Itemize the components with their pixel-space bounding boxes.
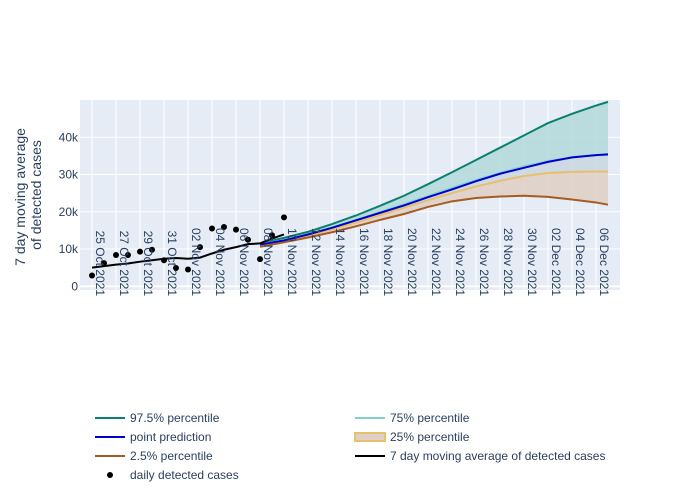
- x-tick-label: 18 Nov 2021: [381, 228, 395, 296]
- legend-label: 25% percentile: [390, 430, 470, 444]
- x-tick-label: 31 Oct 2021: [165, 231, 179, 297]
- legend-label: 7 day moving average of detected cases: [390, 449, 605, 463]
- x-tick-label: 10 Nov 2021: [285, 228, 299, 296]
- daily-point: [269, 232, 275, 239]
- y-axis-title-line-2: of detected cases: [28, 140, 44, 250]
- x-tick-label: 02 Nov 2021: [189, 228, 203, 296]
- daily-point: [233, 226, 239, 233]
- x-tick-label: 27 Oct 2021: [117, 231, 131, 297]
- y-tick-labels: 0 10k 20k 30k 40k: [59, 130, 79, 293]
- daily-point: [221, 224, 227, 231]
- x-tick-label: 12 Nov 2021: [309, 228, 323, 296]
- daily-point: [149, 246, 155, 253]
- x-tick-label: 20 Nov 2021: [405, 228, 419, 296]
- series-line-p025: [259, 194, 609, 248]
- daily-point: [173, 265, 179, 272]
- daily-points: [89, 214, 287, 279]
- legend: 97.5% percentile 75% percentile point pred…: [95, 411, 605, 482]
- x-tick-label: 04 Dec 2021: [573, 228, 587, 296]
- x-tick-label: 28 Nov 2021: [501, 228, 515, 296]
- series-line-ma7: [91, 233, 285, 269]
- x-tick-label: 30 Nov 2021: [525, 228, 539, 296]
- y-tick-label: 40k: [59, 130, 79, 144]
- y-axis-title-line-1: 7 day moving average: [12, 128, 28, 266]
- daily-point: [257, 256, 263, 263]
- daily-point: [113, 251, 119, 258]
- daily-point: [281, 214, 287, 221]
- x-tick-label: 24 Nov 2021: [453, 228, 467, 296]
- y-tick-label: 0: [71, 279, 78, 293]
- legend-label: point prediction: [130, 430, 211, 444]
- x-tick-label: 08 Nov 2021: [261, 228, 275, 296]
- daily-point: [185, 266, 191, 273]
- daily-point: [137, 248, 143, 255]
- x-tick-label: 25 Oct 2021: [93, 231, 107, 297]
- legend-label: 2.5% percentile: [130, 449, 213, 463]
- legend-label: daily detected cases: [130, 468, 239, 482]
- x-tick-label: 22 Nov 2021: [429, 228, 443, 296]
- series-line-median: [259, 153, 609, 246]
- legend-label: 97.5% percentile: [130, 411, 220, 425]
- x-tick-label: 29 Oct 2021: [141, 231, 155, 297]
- daily-point: [101, 260, 107, 267]
- x-tick-label: 02 Dec 2021: [549, 228, 563, 296]
- daily-point: [89, 272, 95, 279]
- x-tick-label: 06 Nov 2021: [237, 228, 251, 296]
- y-tick-label: 10k: [59, 242, 79, 256]
- x-tick-label: 06 Dec 2021: [597, 228, 611, 296]
- series-line-p975: [259, 100, 609, 245]
- x-tick-labels: 25 Oct 2021 27 Oct 2021 29 Oct 2021 31 Oct …: [93, 228, 611, 296]
- x-tick-label: 26 Nov 2021: [477, 228, 491, 296]
- daily-point: [161, 257, 167, 264]
- y-axis-title: 7 day moving average of detected cases: [12, 124, 44, 266]
- y-tick-label: 20k: [59, 205, 79, 219]
- x-tick-label: 16 Nov 2021: [357, 228, 371, 296]
- series-lines: [91, 100, 609, 269]
- legend-swatch: [354, 432, 386, 442]
- series-line-p25: [259, 170, 608, 247]
- daily-point: [209, 225, 215, 232]
- daily-point: [125, 251, 131, 258]
- daily-point: [245, 236, 251, 243]
- legend-label: 75% percentile: [390, 411, 470, 425]
- x-tick-label: 14 Nov 2021: [333, 228, 347, 296]
- band-middle: [260, 154, 608, 246]
- legend-swatch: [107, 472, 113, 478]
- x-tick-label: 04 Nov 2021: [213, 228, 227, 296]
- y-tick-label: 30k: [59, 168, 79, 182]
- daily-point: [197, 244, 203, 251]
